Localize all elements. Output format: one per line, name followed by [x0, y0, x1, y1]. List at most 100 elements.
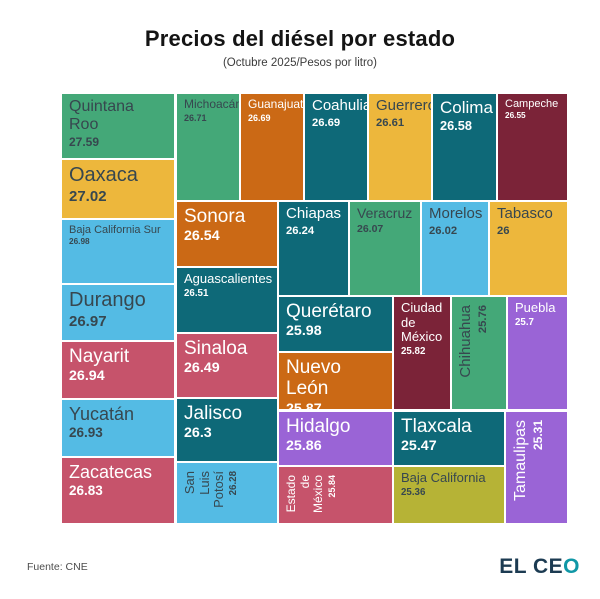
treemap-cell-durango[interactable]: Durango 26.97 — [62, 285, 174, 340]
state-value: 26.07 — [357, 222, 384, 235]
treemap-cell-guanajuato[interactable]: Guanajuato26.69 — [241, 94, 303, 200]
treemap-cell-estado-de-mexico[interactable]: Estado de México 25.84 — [279, 467, 392, 523]
treemap-cell-label-group: Tabasco 26 — [490, 202, 567, 242]
state-value: 26.71 — [184, 112, 207, 123]
state-value: 26.93 — [69, 425, 103, 441]
treemap-cell-tlaxcala[interactable]: Tlaxcala 25.47 — [394, 412, 504, 465]
treemap-cell-yucatan[interactable]: Yucatán 26.93 — [62, 400, 174, 456]
state-name: Sinaloa — [184, 338, 248, 359]
state-name: Michoacán — [184, 97, 239, 111]
treemap-cell-label-group: Durango 26.97 — [62, 285, 174, 335]
state-name: Tabasco — [497, 205, 553, 222]
treemap-cell-label-group: Coahulia 26.69 — [305, 94, 367, 134]
treemap-cell-label-group: Sinaloa 26.49 — [177, 334, 277, 382]
treemap-cell-sinaloa[interactable]: Sinaloa 26.49 — [177, 334, 277, 397]
elceo-logo-accent: O — [563, 555, 580, 578]
treemap: Quintana Roo 27.59 Oaxaca 27.02 Baja Califor… — [62, 94, 567, 523]
treemap-cell-label-group: Michoacán 26.71 — [177, 94, 239, 128]
state-name: San Luis Potosí — [182, 471, 227, 508]
state-name: Querétaro — [286, 301, 372, 322]
state-value: 25.82 — [401, 346, 426, 358]
treemap-cell-michoacan[interactable]: Michoacán 26.71 — [177, 94, 239, 200]
treemap-cell-chiapas[interactable]: Chiapas 26.24 — [279, 202, 348, 295]
treemap-cell-baja-california[interactable]: Baja California 25.36 — [394, 467, 504, 523]
state-name: Morelos — [429, 205, 483, 222]
treemap-cell-campeche[interactable]: Campeche 26.55 — [498, 94, 567, 200]
treemap-cell-label-group: Baja California 25.36 — [394, 467, 504, 503]
treemap-cell-label-group: Yucatán 26.93 — [62, 400, 174, 446]
treemap-cell-zacatecas[interactable]: Zacatecas 26.83 — [62, 458, 174, 523]
chart-title: Precios del diésel por estado — [144, 26, 456, 51]
treemap-cell-label-group: Ciudad de México 25.82 — [394, 297, 450, 362]
treemap-cell-label-group: Quintana Roo 27.59 — [62, 94, 174, 154]
treemap-cell-label-group: Guanajuato26.69 — [241, 94, 303, 128]
state-value: 25.47 — [401, 438, 437, 455]
treemap-cell-label-group: Colima 26.58 — [433, 94, 496, 138]
treemap-cell-san-luis-potosi[interactable]: San Luis Potosí 26.28 — [177, 463, 277, 523]
state-value: 26.94 — [69, 368, 105, 385]
state-name: Tamaulipas — [512, 420, 529, 501]
treemap-cell-puebla[interactable]: Puebla 25.7 — [508, 297, 567, 409]
treemap-cell-hidalgo[interactable]: Hidalgo 25.86 — [279, 412, 392, 465]
state-value: 27.59 — [69, 135, 100, 150]
state-value: 27.02 — [69, 187, 107, 205]
treemap-cell-label-group: Jalisco 26.3 — [177, 399, 277, 447]
treemap-cell-chihuahua[interactable]: Chihuahua 25.76 — [452, 297, 506, 409]
state-name: Nayarit — [69, 346, 130, 367]
treemap-cell-label-group: Morelos 26.02 — [422, 202, 488, 242]
treemap-cell-tamaulipas[interactable]: Tamaulipas 25.31 — [506, 412, 567, 523]
state-value: 26.69 — [312, 116, 341, 129]
treemap-cell-label-group: Oaxaca 27.02 — [62, 160, 174, 210]
treemap-cell-guerrero[interactable]: Guerrero 26.61 — [369, 94, 431, 200]
state-name: Ciudad de México — [401, 300, 443, 345]
state-name: Estado de México — [284, 475, 326, 514]
treemap-cell-oaxaca[interactable]: Oaxaca 27.02 — [62, 160, 174, 218]
state-value: 26 — [497, 224, 510, 237]
state-name: Quintana Roo — [69, 98, 134, 134]
state-value: 26.02 — [429, 224, 458, 237]
treemap-cell-label-group: Hidalgo 25.86 — [279, 412, 392, 460]
treemap-cell-label-group: San Luis Potosí 26.28 — [177, 463, 277, 523]
state-value: 26.83 — [69, 483, 103, 499]
state-name: Nuevo León — [286, 357, 341, 400]
state-value: 26.28 — [228, 471, 240, 496]
treemap-cell-label-group: Chihuahua 25.76 — [452, 297, 506, 409]
state-name: Aguascalientes — [184, 271, 273, 286]
treemap-cell-label-group: Veracruz 26.07 — [350, 202, 420, 240]
state-name: Coahulia — [312, 97, 367, 114]
state-name: Baja California Sur — [69, 224, 161, 236]
state-name: Yucatán — [69, 404, 135, 424]
state-name: Baja California — [401, 470, 486, 485]
treemap-cell-label-group: Campeche 26.55 — [498, 94, 567, 126]
source-note: Fuente: CNE — [27, 561, 88, 573]
treemap-cell-tabasco[interactable]: Tabasco 26 — [490, 202, 567, 295]
state-name: Colima — [440, 98, 493, 117]
treemap-cell-baja-california-sur[interactable]: Baja California Sur 26.98 — [62, 220, 174, 283]
treemap-cell-label-group: Nuevo León 25.87 — [279, 353, 392, 409]
treemap-cell-jalisco[interactable]: Jalisco 26.3 — [177, 399, 277, 461]
state-value: 26.69 — [248, 112, 271, 123]
treemap-cell-label-group: Guerrero 26.61 — [369, 94, 431, 134]
treemap-cell-label-group: Chiapas 26.24 — [279, 202, 348, 242]
treemap-cell-nuevo-leon[interactable]: Nuevo León 25.87 — [279, 353, 392, 409]
state-value: 26.61 — [376, 116, 405, 129]
treemap-cell-colima[interactable]: Colima 26.58 — [433, 94, 496, 200]
state-value: 26.49 — [184, 360, 220, 377]
treemap-cell-morelos[interactable]: Morelos 26.02 — [422, 202, 488, 295]
state-name: Campeche — [505, 98, 559, 110]
state-name: Zacatecas — [69, 462, 153, 482]
treemap-cell-nayarit[interactable]: Nayarit 26.94 — [62, 342, 174, 398]
state-name: Sonora — [184, 206, 246, 227]
treemap-cell-queretaro[interactable]: Querétaro 25.98 — [279, 297, 392, 351]
treemap-cell-label-group: Sonora 26.54 — [177, 202, 277, 250]
state-name: Chihuahua — [457, 305, 474, 378]
state-value: 25.84 — [326, 475, 337, 498]
treemap-cell-sonora[interactable]: Sonora 26.54 — [177, 202, 277, 266]
treemap-cell-coahulia[interactable]: Coahulia 26.69 — [305, 94, 367, 200]
treemap-cell-ciudad-de-mexico[interactable]: Ciudad de México 25.82 — [394, 297, 450, 409]
treemap-cell-veracruz[interactable]: Veracruz 26.07 — [350, 202, 420, 295]
state-name: Guerrero — [376, 97, 431, 114]
treemap-cell-quintana-roo[interactable]: Quintana Roo 27.59 — [62, 94, 174, 158]
treemap-cell-aguascalientes[interactable]: Aguascalientes 26.51 — [177, 268, 277, 332]
